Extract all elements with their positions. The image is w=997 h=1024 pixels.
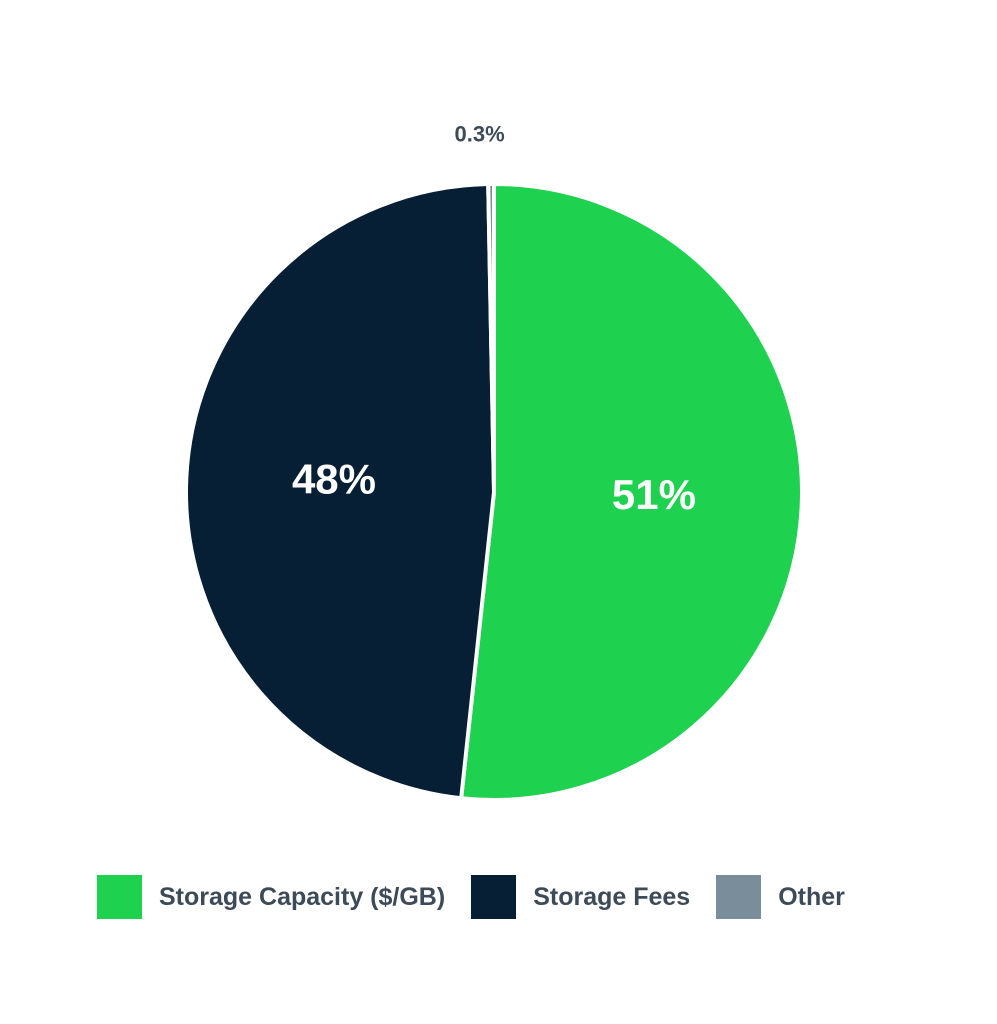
chart-legend: Storage Capacity ($/GB) Storage Fees Oth… <box>97 875 871 919</box>
pie-slice-other <box>486 182 496 494</box>
legend-label-storage-fees: Storage Fees <box>533 882 691 911</box>
legend-item-storage-fees: Storage Fees <box>471 875 690 919</box>
pie-slice-storage-capacity-gb <box>459 182 804 802</box>
legend-item-other: Other <box>716 875 845 919</box>
legend-item-storage-capacity: Storage Capacity ($/GB) <box>97 875 445 919</box>
pie-label-storage-fees: 48% <box>292 455 376 502</box>
pie-label-storage-capacity-gb: 51% <box>612 471 696 518</box>
legend-label-other: Other <box>778 882 845 911</box>
legend-swatch-other <box>716 875 762 919</box>
legend-swatch-storage-fees <box>471 875 517 919</box>
pie-labels: 51% 48% 0.3% <box>292 122 696 519</box>
legend-swatch-storage-capacity <box>97 875 142 919</box>
legend-label-storage-capacity: Storage Capacity ($/GB) <box>159 882 446 911</box>
pie-slices <box>184 182 804 802</box>
pie-label-other: 0.3% <box>455 122 505 147</box>
pie-slice-storage-fees <box>184 182 496 801</box>
